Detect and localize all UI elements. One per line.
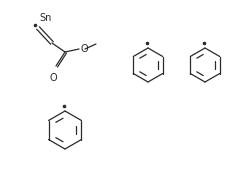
Text: O: O: [49, 73, 57, 83]
Text: O: O: [80, 44, 88, 54]
Text: Sn: Sn: [39, 13, 51, 23]
